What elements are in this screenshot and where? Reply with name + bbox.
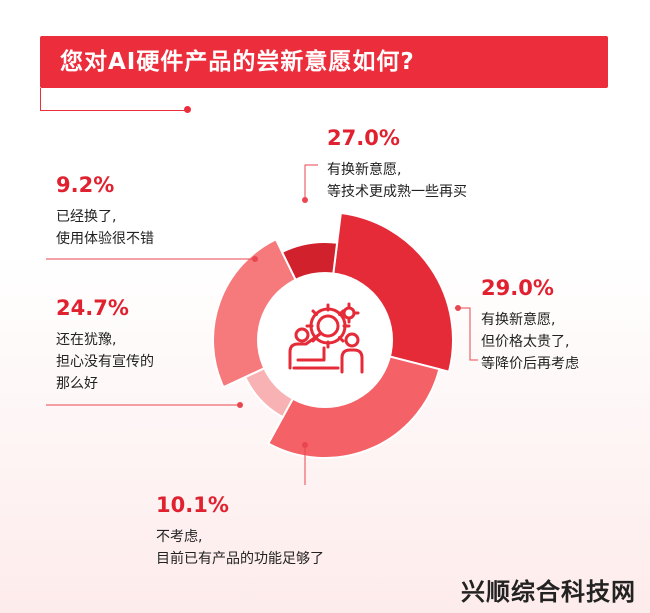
- slice-percent-label: 24.7%: [56, 296, 129, 320]
- ai-robot-gear-icon: [288, 302, 364, 374]
- leader-dot: [455, 305, 461, 311]
- title-bracket-dot: [184, 106, 191, 113]
- leader-line: [458, 307, 478, 361]
- slice-desc-line: 等降价后再考虑: [481, 356, 579, 372]
- watermark: 兴顺综合科技网: [461, 578, 636, 606]
- slice-desc-line: 使用体验很不错: [56, 231, 154, 247]
- slice-desc-line: 目前已有产品的功能足够了: [156, 551, 324, 567]
- title-banner: 您对AI硬件产品的尝新意愿如何?: [40, 36, 608, 88]
- slice-desc-line: 已经换了,: [56, 209, 117, 225]
- donut-center: [257, 272, 393, 408]
- slice-percent-label: 27.0%: [327, 126, 400, 150]
- chart-title: 您对AI硬件产品的尝新意愿如何?: [60, 49, 415, 75]
- slice-desc-line: 有换新意愿,: [327, 162, 402, 178]
- slice-desc-line: 那么好: [56, 376, 98, 392]
- slice-percent-label: 9.2%: [56, 173, 115, 197]
- callout-27: 27.0% 有换新意愿, 等技术更成熟一些再买: [327, 125, 467, 203]
- slice-desc-line: 有换新意愿,: [481, 312, 556, 328]
- slice-desc-line: 不考虑,: [156, 529, 203, 545]
- slice-percent-label: 29.0%: [481, 276, 554, 300]
- slice-desc-line: 但价格太贵了,: [481, 334, 570, 350]
- slice-desc-line: 还在犹豫,: [56, 332, 117, 348]
- leader-dot: [302, 197, 308, 203]
- callout-10: 10.1% 不考虑, 目前已有产品的功能足够了: [156, 492, 324, 570]
- callout-29: 29.0% 有换新意愿, 但价格太贵了, 等降价后再考虑: [481, 275, 579, 375]
- callout-24: 24.7% 还在犹豫, 担心没有宣传的 那么好: [56, 295, 154, 395]
- slice-desc-line: 担心没有宣传的: [56, 354, 154, 370]
- callout-9: 9.2% 已经换了, 使用体验很不错: [56, 172, 154, 250]
- leader-line: [304, 164, 318, 200]
- title-bracket-line: [40, 88, 189, 111]
- slice-percent-label: 10.1%: [156, 493, 229, 517]
- leader-dot: [237, 402, 243, 408]
- leader-dot: [252, 256, 258, 262]
- leader-dot: [302, 442, 308, 448]
- slice-desc-line: 等技术更成熟一些再买: [327, 184, 467, 200]
